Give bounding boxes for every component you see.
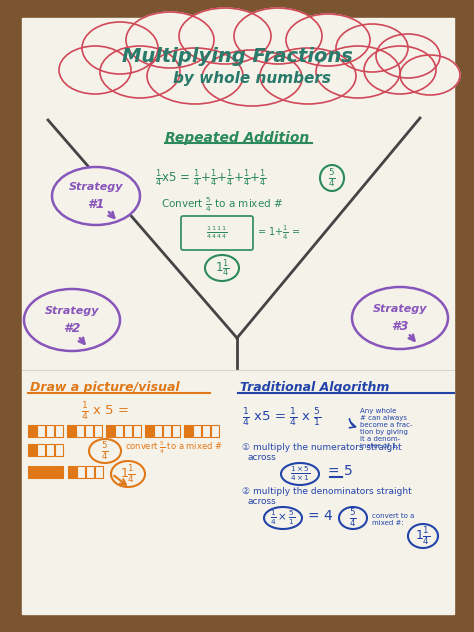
Bar	[77, 466, 85, 478]
Text: = 4: = 4	[308, 509, 333, 523]
Bar	[202, 425, 210, 437]
Ellipse shape	[316, 46, 400, 98]
Text: $\frac{1}{4}$x5 = $\frac{1}{4}$+$\frac{1}{4}$+$\frac{1}{4}$+$\frac{1}{4}$+$\frac: $\frac{1}{4}$x5 = $\frac{1}{4}$+$\frac{1…	[155, 167, 267, 189]
Bar	[55, 466, 63, 478]
Ellipse shape	[400, 55, 460, 95]
Ellipse shape	[147, 48, 243, 104]
Text: Any whole
# can always
become a frac-
tion by giving
it a denom-
inator of 1.: Any whole # can always become a frac- ti…	[360, 408, 412, 449]
Ellipse shape	[59, 46, 131, 94]
Ellipse shape	[52, 167, 140, 225]
Ellipse shape	[126, 12, 214, 68]
Text: $\frac{1\times5}{4\times1}$: $\frac{1\times5}{4\times1}$	[290, 465, 310, 483]
Text: 1$\frac{1}{4}$: 1$\frac{1}{4}$	[415, 525, 431, 547]
FancyBboxPatch shape	[181, 216, 253, 250]
Bar	[28, 444, 36, 456]
Text: Strategy: Strategy	[69, 182, 123, 192]
Bar	[37, 425, 45, 437]
Text: $\frac{5}{4}$: $\frac{5}{4}$	[101, 440, 109, 462]
Bar	[124, 425, 132, 437]
Ellipse shape	[260, 48, 356, 104]
Bar	[28, 466, 36, 478]
Ellipse shape	[376, 34, 440, 78]
Text: 1$\frac{1}{4}$: 1$\frac{1}{4}$	[215, 257, 229, 279]
Bar	[115, 425, 123, 437]
Text: 1$\frac{1}{4}$: 1$\frac{1}{4}$	[120, 463, 136, 485]
Text: Strategy: Strategy	[45, 306, 99, 316]
Text: $\frac{1}{4}$$\frac{1}{4}$$\frac{1}{4}$$\frac{1}{4}$: $\frac{1}{4}$$\frac{1}{4}$$\frac{1}{4}$$…	[206, 225, 228, 241]
Text: $\frac{1}{4}$ x 5 =: $\frac{1}{4}$ x 5 =	[81, 401, 129, 423]
Text: Convert $\frac{5}{4}$ to a mixed #: Convert $\frac{5}{4}$ to a mixed #	[161, 196, 283, 214]
Text: Strategy: Strategy	[373, 304, 427, 314]
Bar	[85, 425, 93, 437]
Text: #3: #3	[391, 320, 409, 334]
Bar	[193, 425, 201, 437]
Ellipse shape	[352, 287, 448, 349]
Bar	[172, 425, 180, 437]
Ellipse shape	[234, 8, 322, 64]
Ellipse shape	[364, 46, 436, 94]
Text: $\frac{5}{4}$: $\frac{5}{4}$	[349, 507, 357, 529]
Bar	[46, 425, 54, 437]
Text: convert $\frac{5}{4}$ to a mixed #: convert $\frac{5}{4}$ to a mixed #	[125, 440, 223, 456]
Bar	[106, 425, 114, 437]
Ellipse shape	[100, 46, 180, 98]
Bar	[163, 425, 171, 437]
Text: #1: #1	[87, 198, 105, 212]
Ellipse shape	[179, 8, 271, 64]
Bar	[145, 425, 153, 437]
Bar	[37, 466, 45, 478]
Bar	[37, 444, 45, 456]
Text: across: across	[248, 453, 277, 461]
Bar	[55, 444, 63, 456]
Text: Repeated Addition: Repeated Addition	[165, 131, 309, 145]
Bar	[95, 466, 103, 478]
Ellipse shape	[336, 24, 408, 72]
Ellipse shape	[82, 22, 158, 74]
Text: ② multiply the denominators straight: ② multiply the denominators straight	[242, 487, 412, 497]
Text: $\frac{1}{4}\times\frac{5}{1}$: $\frac{1}{4}\times\frac{5}{1}$	[270, 509, 296, 527]
Bar	[76, 425, 84, 437]
Bar	[211, 425, 219, 437]
Bar	[154, 425, 162, 437]
Bar	[46, 444, 54, 456]
Ellipse shape	[97, 28, 377, 88]
Bar	[55, 425, 63, 437]
Ellipse shape	[286, 14, 370, 66]
Text: across: across	[248, 497, 277, 506]
Ellipse shape	[24, 289, 120, 351]
Ellipse shape	[87, 49, 387, 101]
Bar	[86, 466, 94, 478]
Text: Draw a picture/visual: Draw a picture/visual	[30, 382, 180, 394]
Text: convert to a
mixed #:: convert to a mixed #:	[372, 513, 414, 526]
Bar	[68, 466, 76, 478]
Text: $\frac{5}{4}$: $\frac{5}{4}$	[328, 167, 336, 189]
Text: Multiplying Fractions: Multiplying Fractions	[121, 47, 353, 66]
Text: ① multiply the numerators straight: ① multiply the numerators straight	[242, 442, 401, 451]
Text: = 1+$\frac{1}{4}$ =: = 1+$\frac{1}{4}$ =	[257, 224, 301, 242]
Text: Traditional Algorithm: Traditional Algorithm	[240, 382, 389, 394]
Bar	[46, 466, 54, 478]
Bar	[94, 425, 102, 437]
Bar	[133, 425, 141, 437]
Text: #2: #2	[63, 322, 81, 336]
Bar	[67, 425, 75, 437]
Text: by whole numbers: by whole numbers	[173, 71, 331, 85]
Text: $\frac{1}{4}$ x5 = $\frac{1}{4}$ x $\frac{5}{1}$: $\frac{1}{4}$ x5 = $\frac{1}{4}$ x $\fra…	[242, 407, 321, 429]
Ellipse shape	[202, 50, 302, 106]
Bar	[184, 425, 192, 437]
Text: = 5: = 5	[328, 464, 353, 478]
Bar	[28, 425, 36, 437]
